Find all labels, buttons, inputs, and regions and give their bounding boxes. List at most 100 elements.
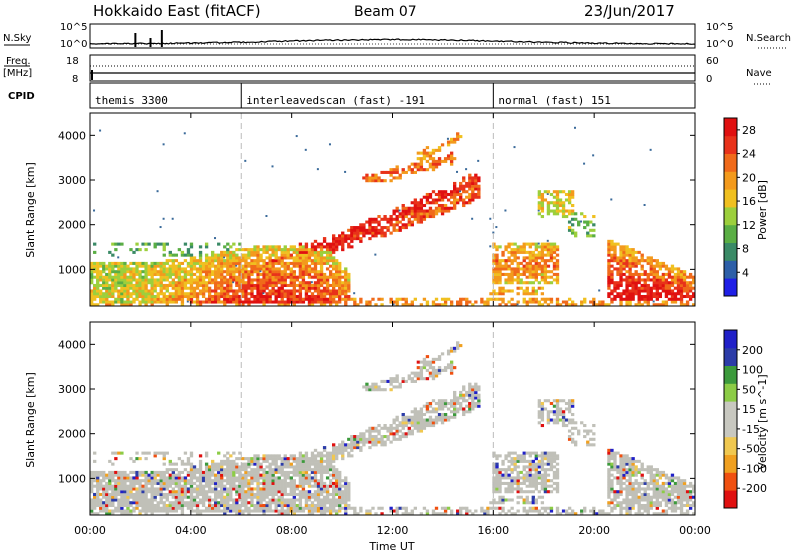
velocity-cell [207,479,212,483]
power-cell [262,272,266,276]
velocity-cell [274,484,278,488]
velocity-cell [392,377,396,381]
velocity-cell [546,459,551,463]
power-cell [319,292,324,296]
velocity-cell [168,492,172,496]
velocity-cell [552,399,557,403]
velocity-cell [522,476,526,480]
velocity-cell [552,481,557,485]
power-cell [105,292,109,296]
velocity-cell [371,382,375,386]
power-cell [96,261,100,265]
power-cell [652,281,656,285]
velocity-cell [513,481,517,485]
power-cell [637,300,641,304]
power-cell [468,192,472,197]
power-cell [646,261,650,265]
colorbar-swatch [724,153,737,172]
power-cell [359,300,363,304]
power-cell [325,245,330,249]
power-cell [319,248,324,252]
velocity-cell [198,473,203,477]
power-cell [204,270,209,274]
velocity-cell [150,479,154,483]
power-cell [204,253,209,257]
power-cell [135,292,139,296]
power-cell [229,300,233,304]
velocity-cell [325,462,330,466]
power-cell [471,176,475,180]
power-cell [652,278,656,282]
power-cell [592,215,596,219]
power-cell [431,168,436,172]
power-cell [277,261,281,265]
velocity-cell [238,479,242,483]
power-cell [607,294,611,299]
power-cell [431,148,436,152]
power-cell [667,297,672,301]
velocity-cell [120,490,124,494]
power-cell [440,203,445,208]
power-cell [189,292,194,296]
velocity-cell [247,501,251,505]
velocity-cell [114,495,118,499]
velocity-cell [519,454,523,458]
velocity-cell [407,377,411,381]
velocity-cell [183,481,188,485]
velocity-cell [117,490,121,494]
power-cell [102,281,106,285]
power-cell [307,253,312,257]
power-cell [144,289,148,293]
velocity-cell [335,484,339,488]
power-cell [543,278,548,282]
power-cell [265,264,269,268]
power-cell [344,170,347,173]
power-cell [522,248,526,252]
power-cell [628,250,632,254]
power-cell [177,281,182,285]
velocity-cell [537,415,542,419]
velocity-cell [316,479,321,483]
power-cell [168,250,172,254]
power-cell [631,286,635,290]
velocity-cell [546,451,551,455]
velocity-cell [123,479,127,483]
velocity-cell [332,459,336,463]
velocity-cell [283,501,287,505]
velocity-cell [301,492,306,496]
power-cell [401,215,405,219]
power-cell [486,300,490,304]
power-cell [371,176,375,180]
velocity-cell [498,470,502,474]
power-cell [673,294,678,299]
power-cell [555,209,560,213]
velocity-cell [135,457,139,461]
power-cell [564,215,569,219]
velocity-cell [220,459,224,463]
power-cell [322,292,327,296]
velocity-cell [335,473,339,477]
power-cell [546,264,551,268]
power-cell [250,248,254,252]
velocity-cell [271,481,275,485]
power-cell [670,292,675,296]
power-cell [265,267,269,271]
power-cell [192,261,197,265]
power-cell [688,281,693,285]
velocity-cell [292,470,296,474]
power-cell [338,286,342,290]
power-cell [495,278,499,282]
power-cell [528,275,532,279]
velocity-cell [180,459,185,463]
power-cell [171,261,175,265]
power-cell [395,170,399,174]
velocity-cell [416,418,421,422]
power-cell [377,215,381,219]
power-cell [105,300,109,304]
velocity-cell [265,465,269,469]
power-cell [159,226,162,229]
velocity-cell [344,476,348,480]
power-cell [238,278,242,282]
velocity-cell [492,479,496,483]
velocity-cell [262,481,266,485]
